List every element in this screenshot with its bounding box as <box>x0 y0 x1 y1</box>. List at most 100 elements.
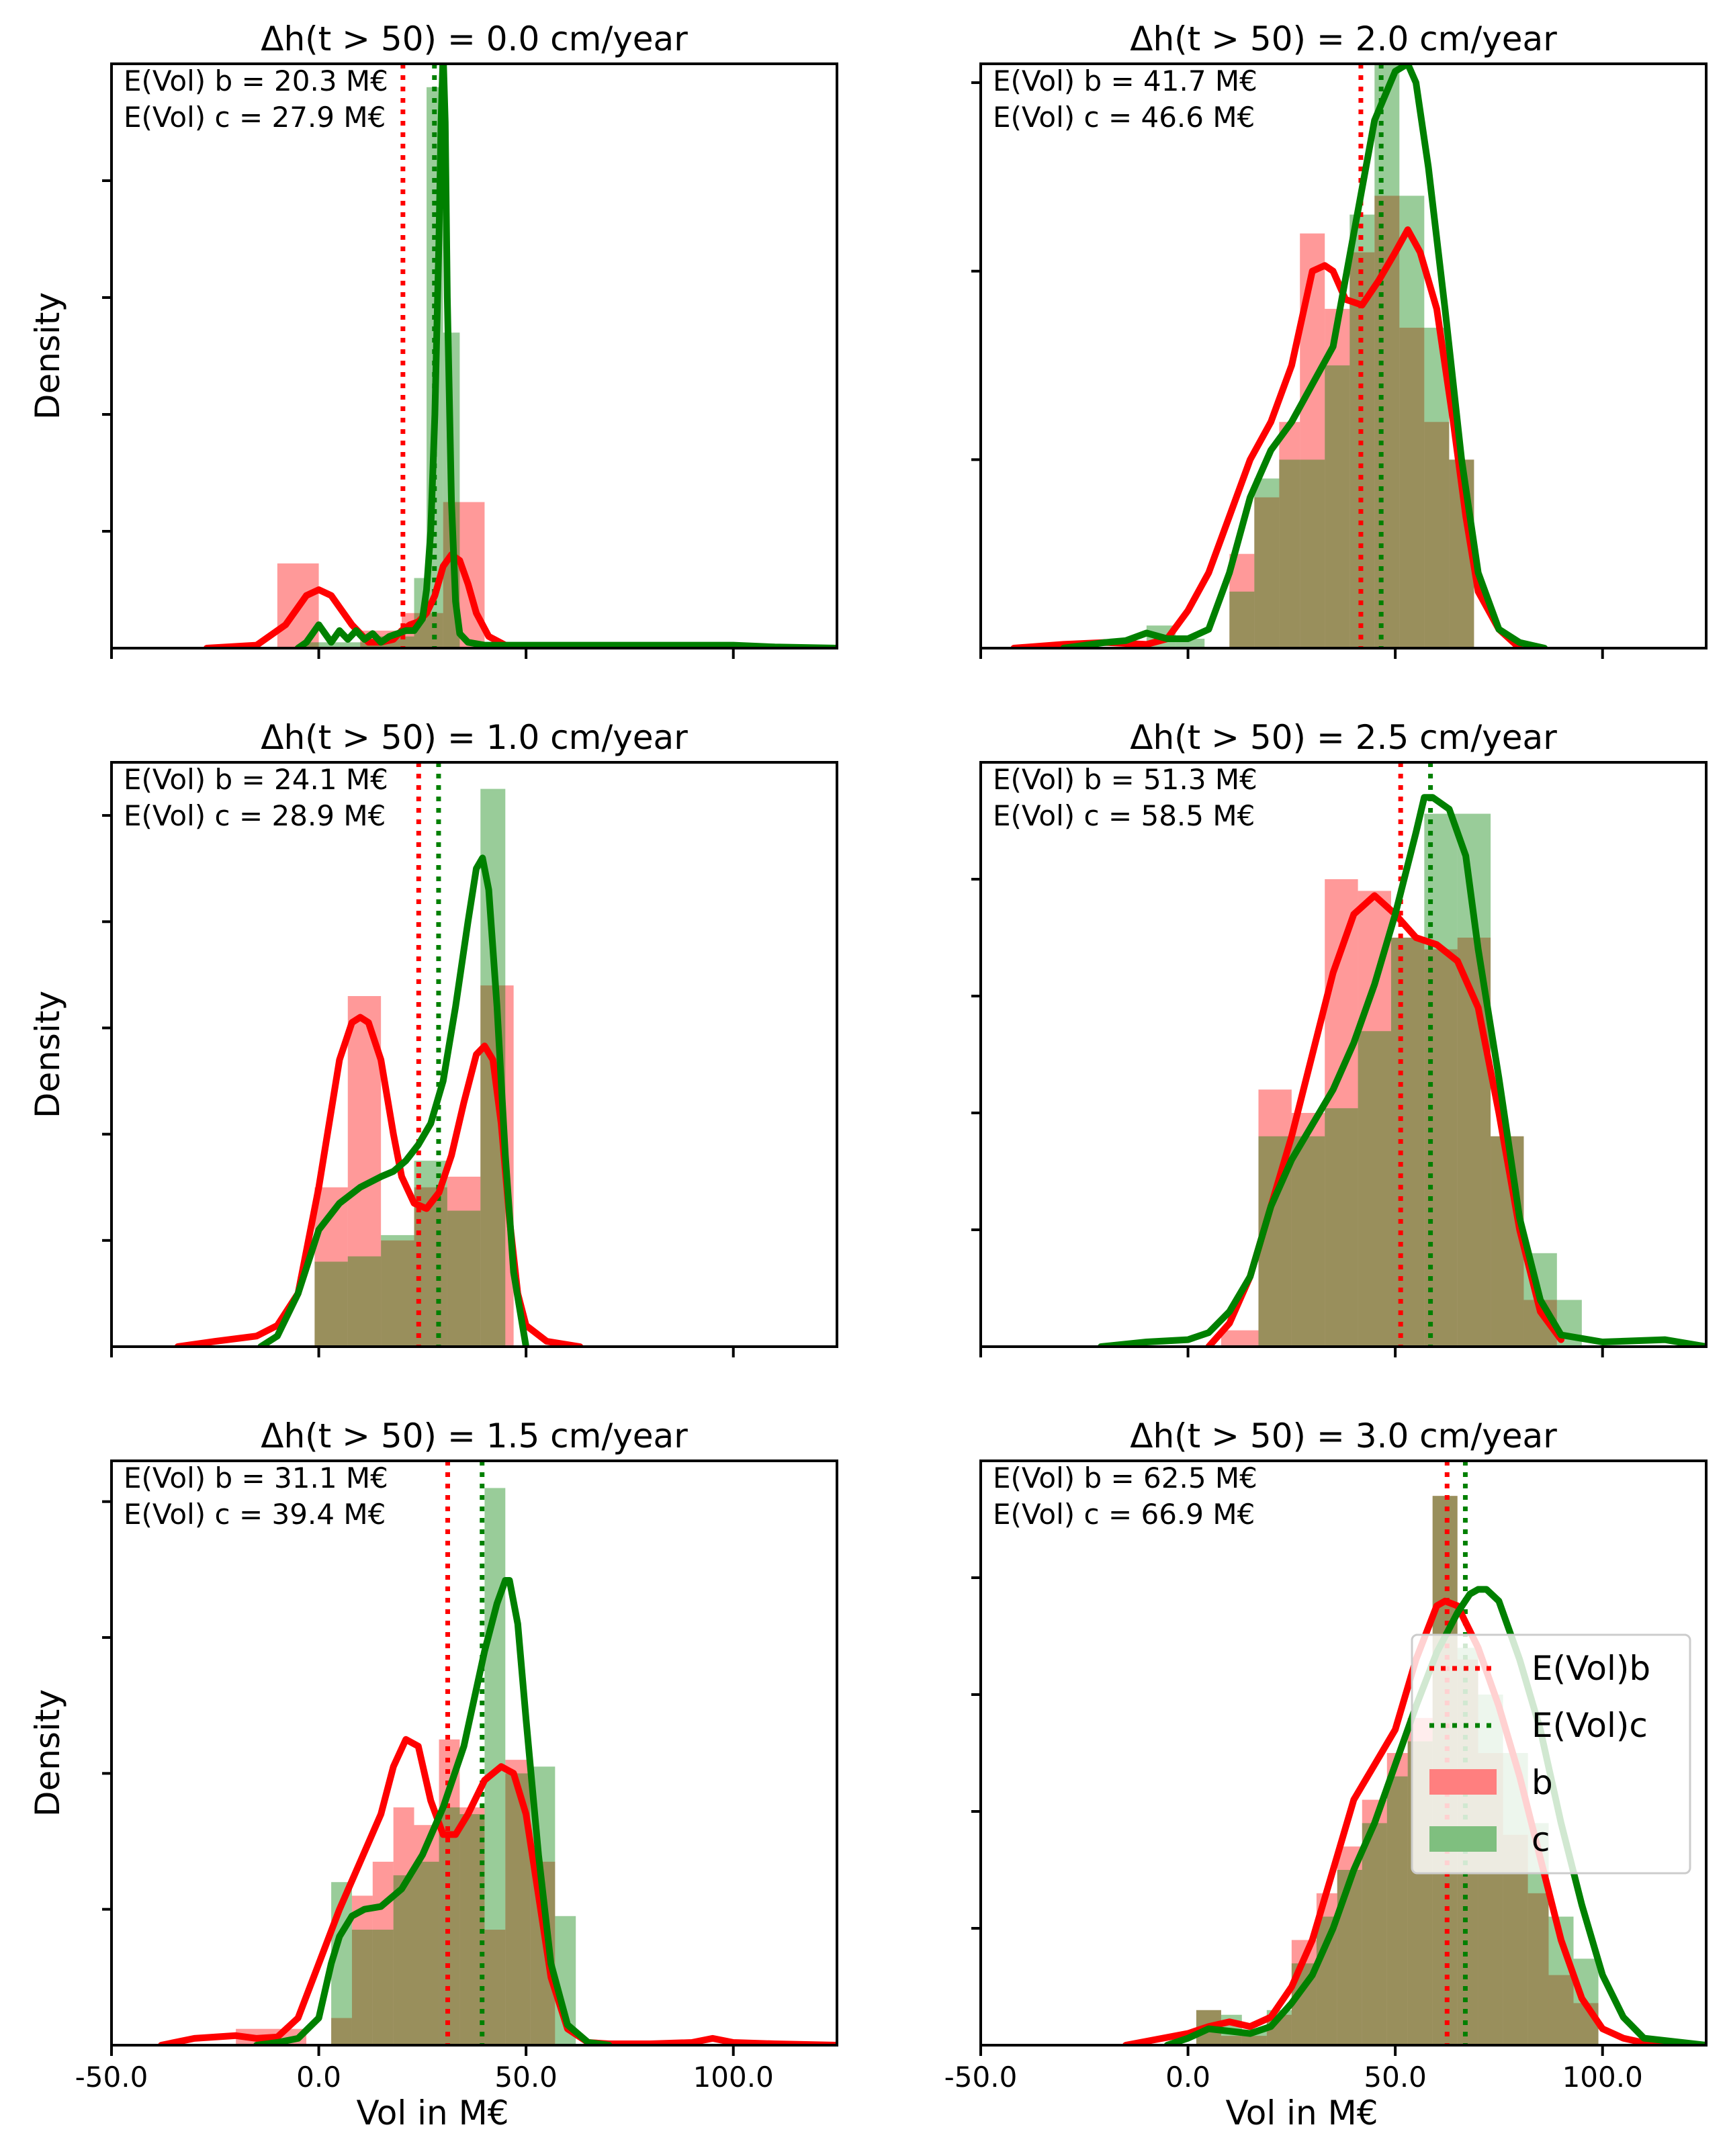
hist-bar-b <box>1548 1975 1574 2045</box>
x-axis-label: Vol in M€ <box>1225 2094 1378 2132</box>
hist-bar-b <box>459 1807 485 2045</box>
annotation-expected-b: E(Vol) b = 20.3 M€ <box>124 64 388 97</box>
legend-label-1: E(Vol)b <box>1532 1649 1650 1688</box>
subplot-title: Δh(t > 50) = 2.0 cm/year <box>1130 19 1557 58</box>
x-tick-label: 100.0 <box>693 2061 774 2094</box>
x-tick-label: 100.0 <box>1562 2061 1643 2094</box>
hist-bar-b <box>1325 308 1350 648</box>
plot-frame <box>110 761 838 1348</box>
subplot-title: Δh(t > 50) = 3.0 cm/year <box>1130 1417 1557 1455</box>
annotation-expected-c: E(Vol) c = 66.9 M€ <box>993 1498 1255 1531</box>
hist-bar-c <box>1300 459 1325 648</box>
annotation-expected-c: E(Vol) c = 58.5 M€ <box>993 799 1255 832</box>
hist-bar-c <box>1291 1136 1325 1347</box>
hist-bar-c <box>381 1234 414 1347</box>
hist-bar-c <box>314 1261 348 1347</box>
hist-bar-c <box>1325 1108 1358 1347</box>
x-tick-label: 50.0 <box>494 2061 558 2094</box>
annotation-expected-b: E(Vol) b = 41.7 M€ <box>993 64 1257 97</box>
hist-bar-c <box>1374 64 1400 648</box>
hist-bar-b <box>1424 422 1450 648</box>
plot-frame <box>110 1459 838 2047</box>
plot-area <box>1098 762 1706 1347</box>
hist-bar-c <box>1229 591 1255 648</box>
hist-bar-b <box>381 1240 414 1347</box>
x-axis-label: Vol in M€ <box>356 2094 508 2132</box>
subplot-title: Δh(t > 50) = 1.0 cm/year <box>261 718 688 757</box>
legend-swatch-3 <box>1429 1769 1497 1795</box>
hist-bar-c <box>414 1861 439 2045</box>
annotation-expected-c: E(Vol) c = 28.9 M€ <box>124 799 386 832</box>
hist-bar-b <box>372 1861 394 2045</box>
kde-line-b <box>1010 226 1523 648</box>
kde-line-c <box>257 854 530 1347</box>
legend-label-2: E(Vol)c <box>1532 1706 1648 1745</box>
subplot-5: -50.0 0.0 50.0 100.0 Δh(t > 50) = 1.5 cm/yea… <box>28 1417 838 2132</box>
hist-bar-c <box>447 1210 481 1347</box>
hist-bar-b <box>1399 327 1425 648</box>
plot-area <box>203 64 837 648</box>
x-tick-label: 0.0 <box>296 2061 341 2094</box>
hist-bar-b <box>1279 422 1300 648</box>
hist-bar-b <box>1390 938 1425 1347</box>
hist-bar-b <box>484 1930 506 2045</box>
hist-bar-c <box>1386 1776 1408 2045</box>
annotation-expected-b: E(Vol) b = 62.5 M€ <box>993 1462 1257 1494</box>
y-axis-label: Density <box>28 292 67 420</box>
plot-area <box>158 1461 837 2045</box>
legend-box <box>1411 1633 1691 1875</box>
plot-frame <box>979 761 1708 1348</box>
subplot-3: Δh(t > 50) = 1.0 cm/year E(Vol) b = 24.1 … <box>28 718 838 1357</box>
hist-bar-c <box>1399 195 1425 648</box>
subplot-title: Δh(t > 50) = 0.0 cm/year <box>261 19 688 58</box>
hist-bar-c <box>1254 478 1280 648</box>
subplot-2: Δh(t > 50) = 2.0 cm/year E(Vol) b = 41.7 … <box>971 19 1708 659</box>
legend: E(Vol)b E(Vol)c bc <box>1411 1633 1691 1875</box>
hist-bar-c <box>1390 938 1425 1347</box>
hist-bar-c <box>1358 1031 1391 1347</box>
hist-bar-c <box>1325 365 1350 648</box>
hist-bar-b <box>1527 1893 1549 2045</box>
plot-frame <box>110 62 838 649</box>
hist-bar-c <box>439 1807 460 2045</box>
y-axis-label: Density <box>28 1689 67 1817</box>
plot-area <box>1010 64 1548 648</box>
hist-bar-b <box>331 2018 352 2045</box>
plot-area <box>174 762 584 1347</box>
kde-line-b <box>1122 1597 1706 2045</box>
plot-frame <box>979 62 1708 649</box>
annotation-expected-b: E(Vol) b = 31.1 M€ <box>124 1462 388 1494</box>
subplot-title: Δh(t > 50) = 2.5 cm/year <box>1130 718 1557 757</box>
hist-bar-c <box>339 642 377 648</box>
annotation-expected-b: E(Vol) b = 51.3 M€ <box>993 763 1257 796</box>
annotation-expected-c: E(Vol) c = 39.4 M€ <box>124 1498 386 1531</box>
kde-line-c <box>253 1577 613 2045</box>
hist-bar-c <box>351 1930 373 2045</box>
x-tick-label: -50.0 <box>75 2061 148 2094</box>
subplot-6: -50.0 0.0 50.0 100.0 Δh(t > 50) = 3.0 cm/yea… <box>944 1417 1708 2132</box>
annotation-expected-b: E(Vol) b = 24.1 M€ <box>124 763 388 796</box>
subplot-1: Δh(t > 50) = 0.0 cm/year E(Vol) b = 20.3 … <box>28 19 838 659</box>
hist-bar-b <box>347 996 382 1347</box>
subplot-title: Δh(t > 50) = 1.5 cm/year <box>261 1417 688 1455</box>
x-tick-label: 50.0 <box>1364 2061 1427 2094</box>
hist-bar-b <box>1386 1753 1408 2045</box>
hist-bar-b <box>447 1176 481 1347</box>
x-tick-label: 0.0 <box>1165 2061 1210 2094</box>
hist-bar-c <box>393 1875 414 2045</box>
hist-bar-c <box>372 1930 394 2045</box>
kde-line-c <box>1098 794 1706 1347</box>
annotation-expected-c: E(Vol) c = 27.9 M€ <box>124 101 386 134</box>
hist-bar-b <box>1221 1330 1259 1347</box>
x-tick-label: -50.0 <box>944 2061 1018 2094</box>
hist-bar-b <box>351 1895 373 2045</box>
legend-label-4: c <box>1532 1820 1550 1859</box>
hist-bar-c <box>347 1256 382 1347</box>
legend-label-3: b <box>1532 1763 1553 1802</box>
hist-bar-b <box>1221 2036 1242 2045</box>
legend-swatch-4 <box>1429 1826 1497 1852</box>
hist-bar-b <box>393 1807 414 2045</box>
annotation-expected-c: E(Vol) c = 46.6 M€ <box>993 101 1255 134</box>
subplot-4: Δh(t > 50) = 2.5 cm/year E(Vol) b = 51.3 … <box>971 718 1708 1357</box>
